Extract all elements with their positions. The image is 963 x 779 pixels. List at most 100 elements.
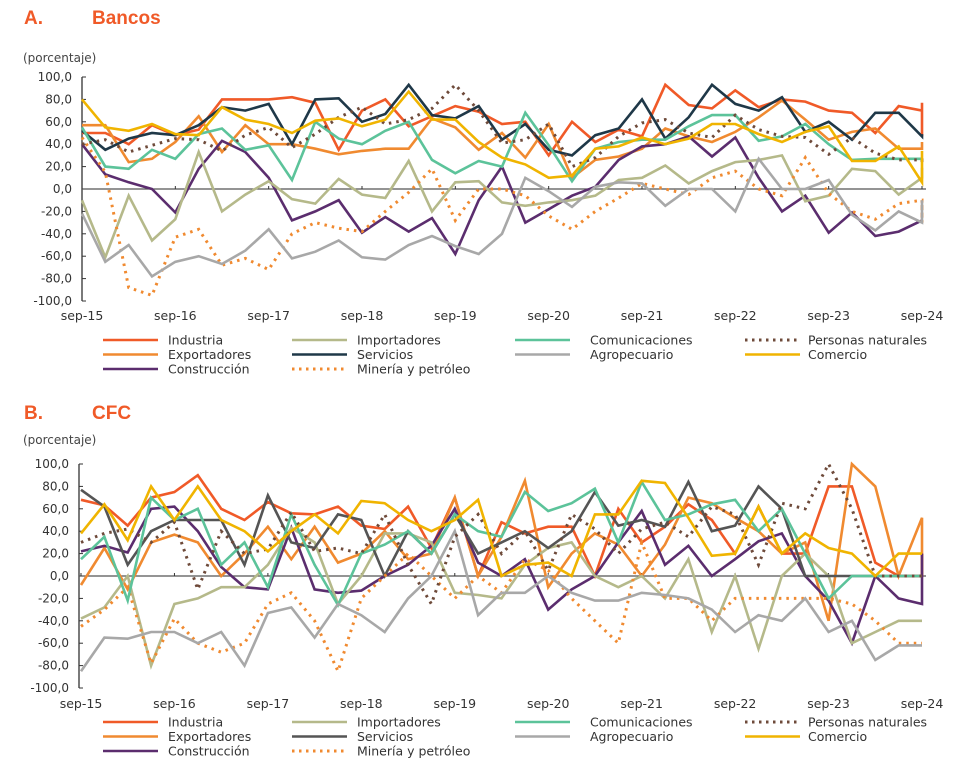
legend-label: Personas naturales [808,715,927,730]
y-tick-label: -100,0 [33,294,72,308]
x-tick-label: sep-18 [340,696,383,711]
series-line-industria [80,473,924,580]
legend-label: Importadores [357,715,441,730]
y-tick-label: 80,0 [45,92,72,106]
y-axis-unit-label: (porcentaje) [23,433,97,447]
legend-item: Comunicaciones [515,715,693,730]
chart-title: CFC [92,403,132,424]
series-line-comercio [81,89,924,187]
y-tick-label: 0,0 [53,182,72,196]
series-line-importadores [80,148,924,261]
legend-label: Agropecuario [590,347,673,362]
y-tick-label: -20,0 [41,204,72,218]
x-tick-label: sep-23 [807,308,850,323]
x-tick-label: sep-20 [527,308,570,323]
legend-item: Agropecuario [515,729,673,744]
legend-label: Servicios [357,347,413,362]
legend-label: Exportadores [168,729,251,744]
legend-label: Industria [168,715,223,730]
panel-letter: A. [24,8,43,29]
series-line-comunicaciones [80,478,922,608]
y-tick-label: 40,0 [45,137,72,151]
legend-item: Agropecuario [515,347,673,362]
x-tick-label: sep-21 [620,696,663,711]
y-tick-label: -40,0 [38,614,69,628]
legend-label: Importadores [357,333,441,348]
y-axis-unit-label: (porcentaje) [23,51,97,65]
legend-label: Agropecuario [590,729,673,744]
y-tick-label: 100,0 [35,457,69,471]
y-tick-label: 20,0 [42,547,69,561]
y-tick-label: -80,0 [38,659,69,673]
x-tick-label: sep-17 [247,696,290,711]
y-tick-label: 40,0 [42,524,69,538]
y-tick-label: -100,0 [30,681,69,695]
legend-item: Construcción [103,744,250,759]
legend-item: Exportadores [103,347,251,362]
legend-item: Construcción [103,362,250,377]
legend-label: Comunicaciones [590,715,693,730]
y-tick-label: -60,0 [38,636,69,650]
legend-label: Comunicaciones [590,333,693,348]
y-tick-label: -60,0 [41,249,72,263]
x-tick-label: sep-16 [154,308,197,323]
chart-title: Bancos [92,8,161,29]
legend-item: Importadores [292,333,441,348]
legend-label: Minería y petróleo [357,744,470,759]
y-tick-label: 60,0 [42,502,69,516]
series-line-importadores [80,526,922,670]
panel-letter: B. [24,403,43,424]
legend-label: Exportadores [168,347,251,362]
legend-label: Comercio [808,729,867,744]
y-tick-label: -20,0 [38,591,69,605]
legend-item: Industria [103,715,223,730]
y-tick-label: 100,0 [38,70,72,84]
y-tick-label: 20,0 [45,160,72,174]
legend-label: Construcción [168,744,250,759]
legend-item: Servicios [292,729,413,744]
x-tick-label: sep-22 [714,696,757,711]
series-line-agropecuario [79,527,922,672]
legend-label: Servicios [357,729,413,744]
x-tick-label: sep-22 [714,308,757,323]
series-line-personas-naturales [80,460,922,608]
series-line-minería-y-petróleo [80,136,924,298]
legend-item: Personas naturales [745,333,927,348]
legend-item: Comercio [745,729,867,744]
series-line-construcción [80,505,924,647]
panel-bancos: A. Bancos (porcentaje) 100,0 80,0 60,0 40,0… [23,8,944,377]
legend-item: Servicios [292,347,413,362]
series-line-exportadores [79,461,924,622]
legend-item: Minería y petróleo [292,744,470,759]
x-tick-label: sep-24 [901,696,944,711]
series-line-agropecuario [80,156,924,279]
y-tick-label: 80,0 [42,479,69,493]
legend-label: Construcción [168,362,250,377]
legend-item: Importadores [292,715,441,730]
legend-label: Minería y petróleo [357,362,470,377]
y-tick-label: -80,0 [41,272,72,286]
legend-item: Exportadores [103,729,251,744]
x-tick-label: sep-23 [807,696,850,711]
series-line-industria [82,82,924,158]
x-tick-label: sep-19 [433,696,476,711]
x-tick-label: sep-15 [60,696,103,711]
legend-label: Personas naturales [808,333,927,348]
y-tick-label: -40,0 [41,227,72,241]
legend-label: Comercio [808,347,867,362]
legend-item: Minería y petróleo [292,362,470,377]
line-chart-bancos: 100,0 80,0 60,0 40,0 20,0 0,0 -20,0 -40,0 -60,0 -… [33,70,944,377]
legend-item: Personas naturales [745,715,927,730]
y-tick-label: 60,0 [45,115,72,129]
legend-item: Comunicaciones [515,333,693,348]
series-line-exportadores [82,98,924,180]
x-tick-label: sep-19 [434,308,477,323]
x-tick-label: sep-18 [341,308,384,323]
legend-label: Industria [168,333,223,348]
x-tick-label: sep-16 [153,696,196,711]
x-tick-label: sep-15 [61,308,104,323]
legend-item: Industria [103,333,223,348]
x-tick-label: sep-24 [901,308,944,323]
